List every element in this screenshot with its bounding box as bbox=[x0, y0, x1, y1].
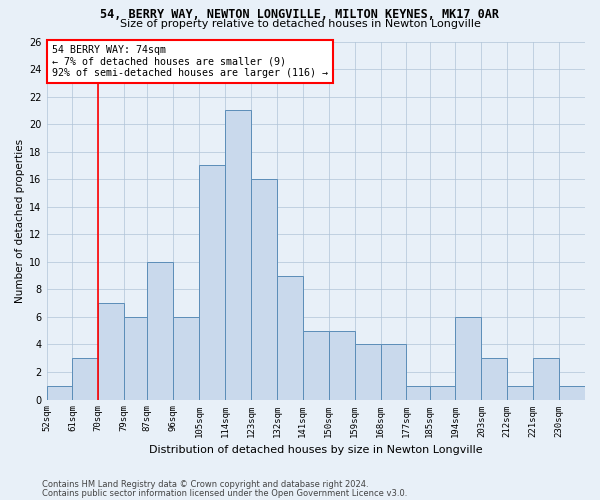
Text: 54 BERRY WAY: 74sqm
← 7% of detached houses are smaller (9)
92% of semi-detached: 54 BERRY WAY: 74sqm ← 7% of detached hou… bbox=[52, 45, 328, 78]
Bar bbox=[329, 330, 355, 400]
Bar bbox=[481, 358, 507, 400]
Text: Contains HM Land Registry data © Crown copyright and database right 2024.: Contains HM Land Registry data © Crown c… bbox=[42, 480, 368, 489]
Bar bbox=[98, 303, 124, 400]
Text: 54, BERRY WAY, NEWTON LONGVILLE, MILTON KEYNES, MK17 0AR: 54, BERRY WAY, NEWTON LONGVILLE, MILTON … bbox=[101, 8, 499, 20]
Bar bbox=[559, 386, 585, 400]
Bar bbox=[533, 358, 559, 400]
Bar bbox=[380, 344, 406, 400]
Bar bbox=[148, 262, 173, 400]
Bar bbox=[303, 330, 329, 400]
Bar bbox=[355, 344, 380, 400]
Bar bbox=[47, 386, 73, 400]
Bar bbox=[73, 358, 98, 400]
Bar bbox=[406, 386, 430, 400]
X-axis label: Distribution of detached houses by size in Newton Longville: Distribution of detached houses by size … bbox=[149, 445, 482, 455]
Bar bbox=[173, 317, 199, 400]
Bar bbox=[124, 317, 148, 400]
Bar bbox=[430, 386, 455, 400]
Bar bbox=[251, 179, 277, 400]
Bar bbox=[199, 166, 225, 400]
Text: Contains public sector information licensed under the Open Government Licence v3: Contains public sector information licen… bbox=[42, 488, 407, 498]
Bar bbox=[225, 110, 251, 400]
Text: Size of property relative to detached houses in Newton Longville: Size of property relative to detached ho… bbox=[119, 19, 481, 29]
Y-axis label: Number of detached properties: Number of detached properties bbox=[15, 138, 25, 302]
Bar bbox=[507, 386, 533, 400]
Bar bbox=[277, 276, 303, 400]
Bar bbox=[455, 317, 481, 400]
